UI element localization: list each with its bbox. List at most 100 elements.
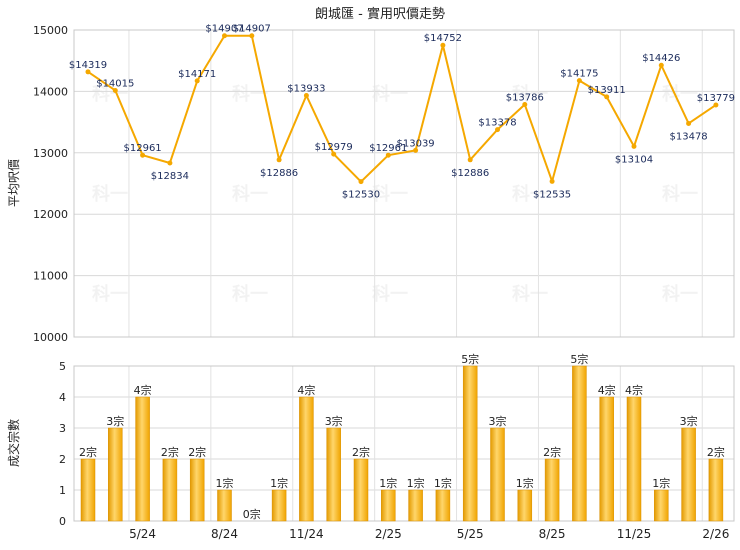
volume-bar (544, 458, 560, 522)
volume-bar (271, 489, 287, 522)
volume-bar (572, 365, 587, 522)
price-point (658, 62, 664, 68)
watermark-text: 科一 (92, 283, 128, 305)
volume-bar (299, 396, 314, 522)
price-y-tick-label: 13000 (33, 147, 68, 160)
price-point (713, 102, 719, 108)
volume-bar (189, 458, 205, 522)
price-y-axis-label: 平均呎價 (7, 159, 21, 207)
price-data-label: $14319 (69, 60, 107, 71)
volume-bar (217, 489, 232, 522)
watermark-text: 科一 (512, 283, 548, 305)
price-point (276, 157, 282, 163)
volume-bar (80, 458, 96, 522)
price-point (140, 152, 146, 158)
volume-y-tick-label: 5 (59, 360, 66, 373)
price-y-tick-label: 15000 (33, 24, 68, 37)
volume-bar (462, 365, 478, 522)
volume-bar (381, 489, 396, 522)
price-data-label: $12535 (533, 189, 571, 200)
price-point (467, 157, 473, 163)
volume-data-label: 1宗 (516, 476, 534, 490)
volume-data-label: 2宗 (188, 445, 206, 459)
volume-bar (353, 458, 369, 522)
price-data-label: $14175 (560, 69, 598, 80)
volume-bar (162, 458, 178, 522)
volume-data-label: 1宗 (270, 476, 288, 490)
volume-bar (708, 458, 724, 522)
watermark-text: 科一 (92, 183, 128, 205)
volume-data-label: 3宗 (680, 414, 698, 428)
price-data-label: $14752 (424, 33, 462, 44)
volume-bar (108, 427, 123, 522)
volume-data-label: 3宗 (106, 414, 124, 428)
volume-data-label: 1宗 (407, 476, 425, 490)
price-point (413, 147, 419, 153)
volume-data-label: 1宗 (379, 476, 397, 490)
volume-data-label: 2宗 (161, 445, 179, 459)
watermark-text: 科一 (372, 283, 408, 305)
price-point (440, 42, 446, 48)
price-point (222, 33, 227, 39)
volume-bar (517, 489, 533, 522)
price-data-label: $14907 (233, 24, 271, 35)
x-tick-label: 5/24 (129, 527, 156, 541)
volume-data-label: 3宗 (325, 414, 343, 428)
price-point (358, 179, 364, 185)
price-series-line (87, 34, 717, 183)
volume-data-label: 4宗 (134, 383, 152, 397)
price-data-label: $13478 (670, 131, 708, 142)
price-data-label: $12530 (342, 190, 380, 201)
price-point (303, 93, 309, 99)
volume-bar (681, 427, 696, 522)
price-point (631, 143, 637, 149)
price-data-label: $12961 (124, 143, 162, 154)
volume-data-label: 1宗 (216, 476, 234, 490)
price-y-tick-label: 11000 (33, 270, 68, 283)
volume-data-label: 2宗 (79, 445, 97, 459)
volume-y-axis-label: 成交宗數 (6, 419, 21, 467)
price-data-label: $14171 (178, 69, 216, 80)
price-data-label: $12979 (315, 142, 353, 153)
price-point (85, 69, 91, 75)
volume-bar (326, 427, 341, 522)
watermark-text: 科一 (232, 83, 268, 105)
x-tick-label: 2/25 (375, 527, 402, 541)
watermark-text: 科一 (372, 83, 408, 105)
volume-data-label: 1宗 (434, 476, 452, 490)
volume-data-label: 4宗 (598, 383, 616, 397)
volume-bar (654, 489, 669, 522)
volume-data-label: 1宗 (652, 476, 670, 490)
x-tick-label: 11/25 (617, 527, 652, 541)
volume-bar (490, 427, 505, 522)
price-data-label: $13933 (287, 84, 325, 95)
price-point (385, 152, 391, 158)
volume-data-label: 2宗 (707, 445, 725, 459)
price-point (194, 78, 200, 84)
volume-bar (626, 396, 642, 522)
volume-data-label: 4宗 (625, 383, 643, 397)
x-tick-label: 2/26 (702, 527, 729, 541)
watermark-text: 科一 (512, 83, 548, 105)
price-data-label: $13039 (397, 138, 435, 149)
price-point (576, 78, 582, 84)
price-plot-frame (73, 29, 735, 338)
x-tick-label: 8/24 (211, 527, 238, 541)
price-point (686, 120, 692, 126)
volume-data-label: 4宗 (297, 383, 315, 397)
volume-data-label: 5宗 (461, 352, 479, 366)
volume-data-label: 2宗 (352, 445, 370, 459)
price-data-label: $12886 (451, 168, 489, 179)
watermark-text: 科一 (372, 183, 408, 205)
watermark-text: 科一 (232, 283, 268, 305)
x-tick-label: 8/25 (539, 527, 566, 541)
price-data-label: $14015 (96, 78, 134, 89)
volume-y-tick-label: 4 (59, 391, 66, 404)
price-data-label: $14907 (205, 24, 243, 35)
volume-y-tick-label: 2 (59, 453, 66, 466)
volume-bar (599, 396, 614, 522)
price-point (249, 33, 255, 39)
price-point (495, 127, 500, 133)
